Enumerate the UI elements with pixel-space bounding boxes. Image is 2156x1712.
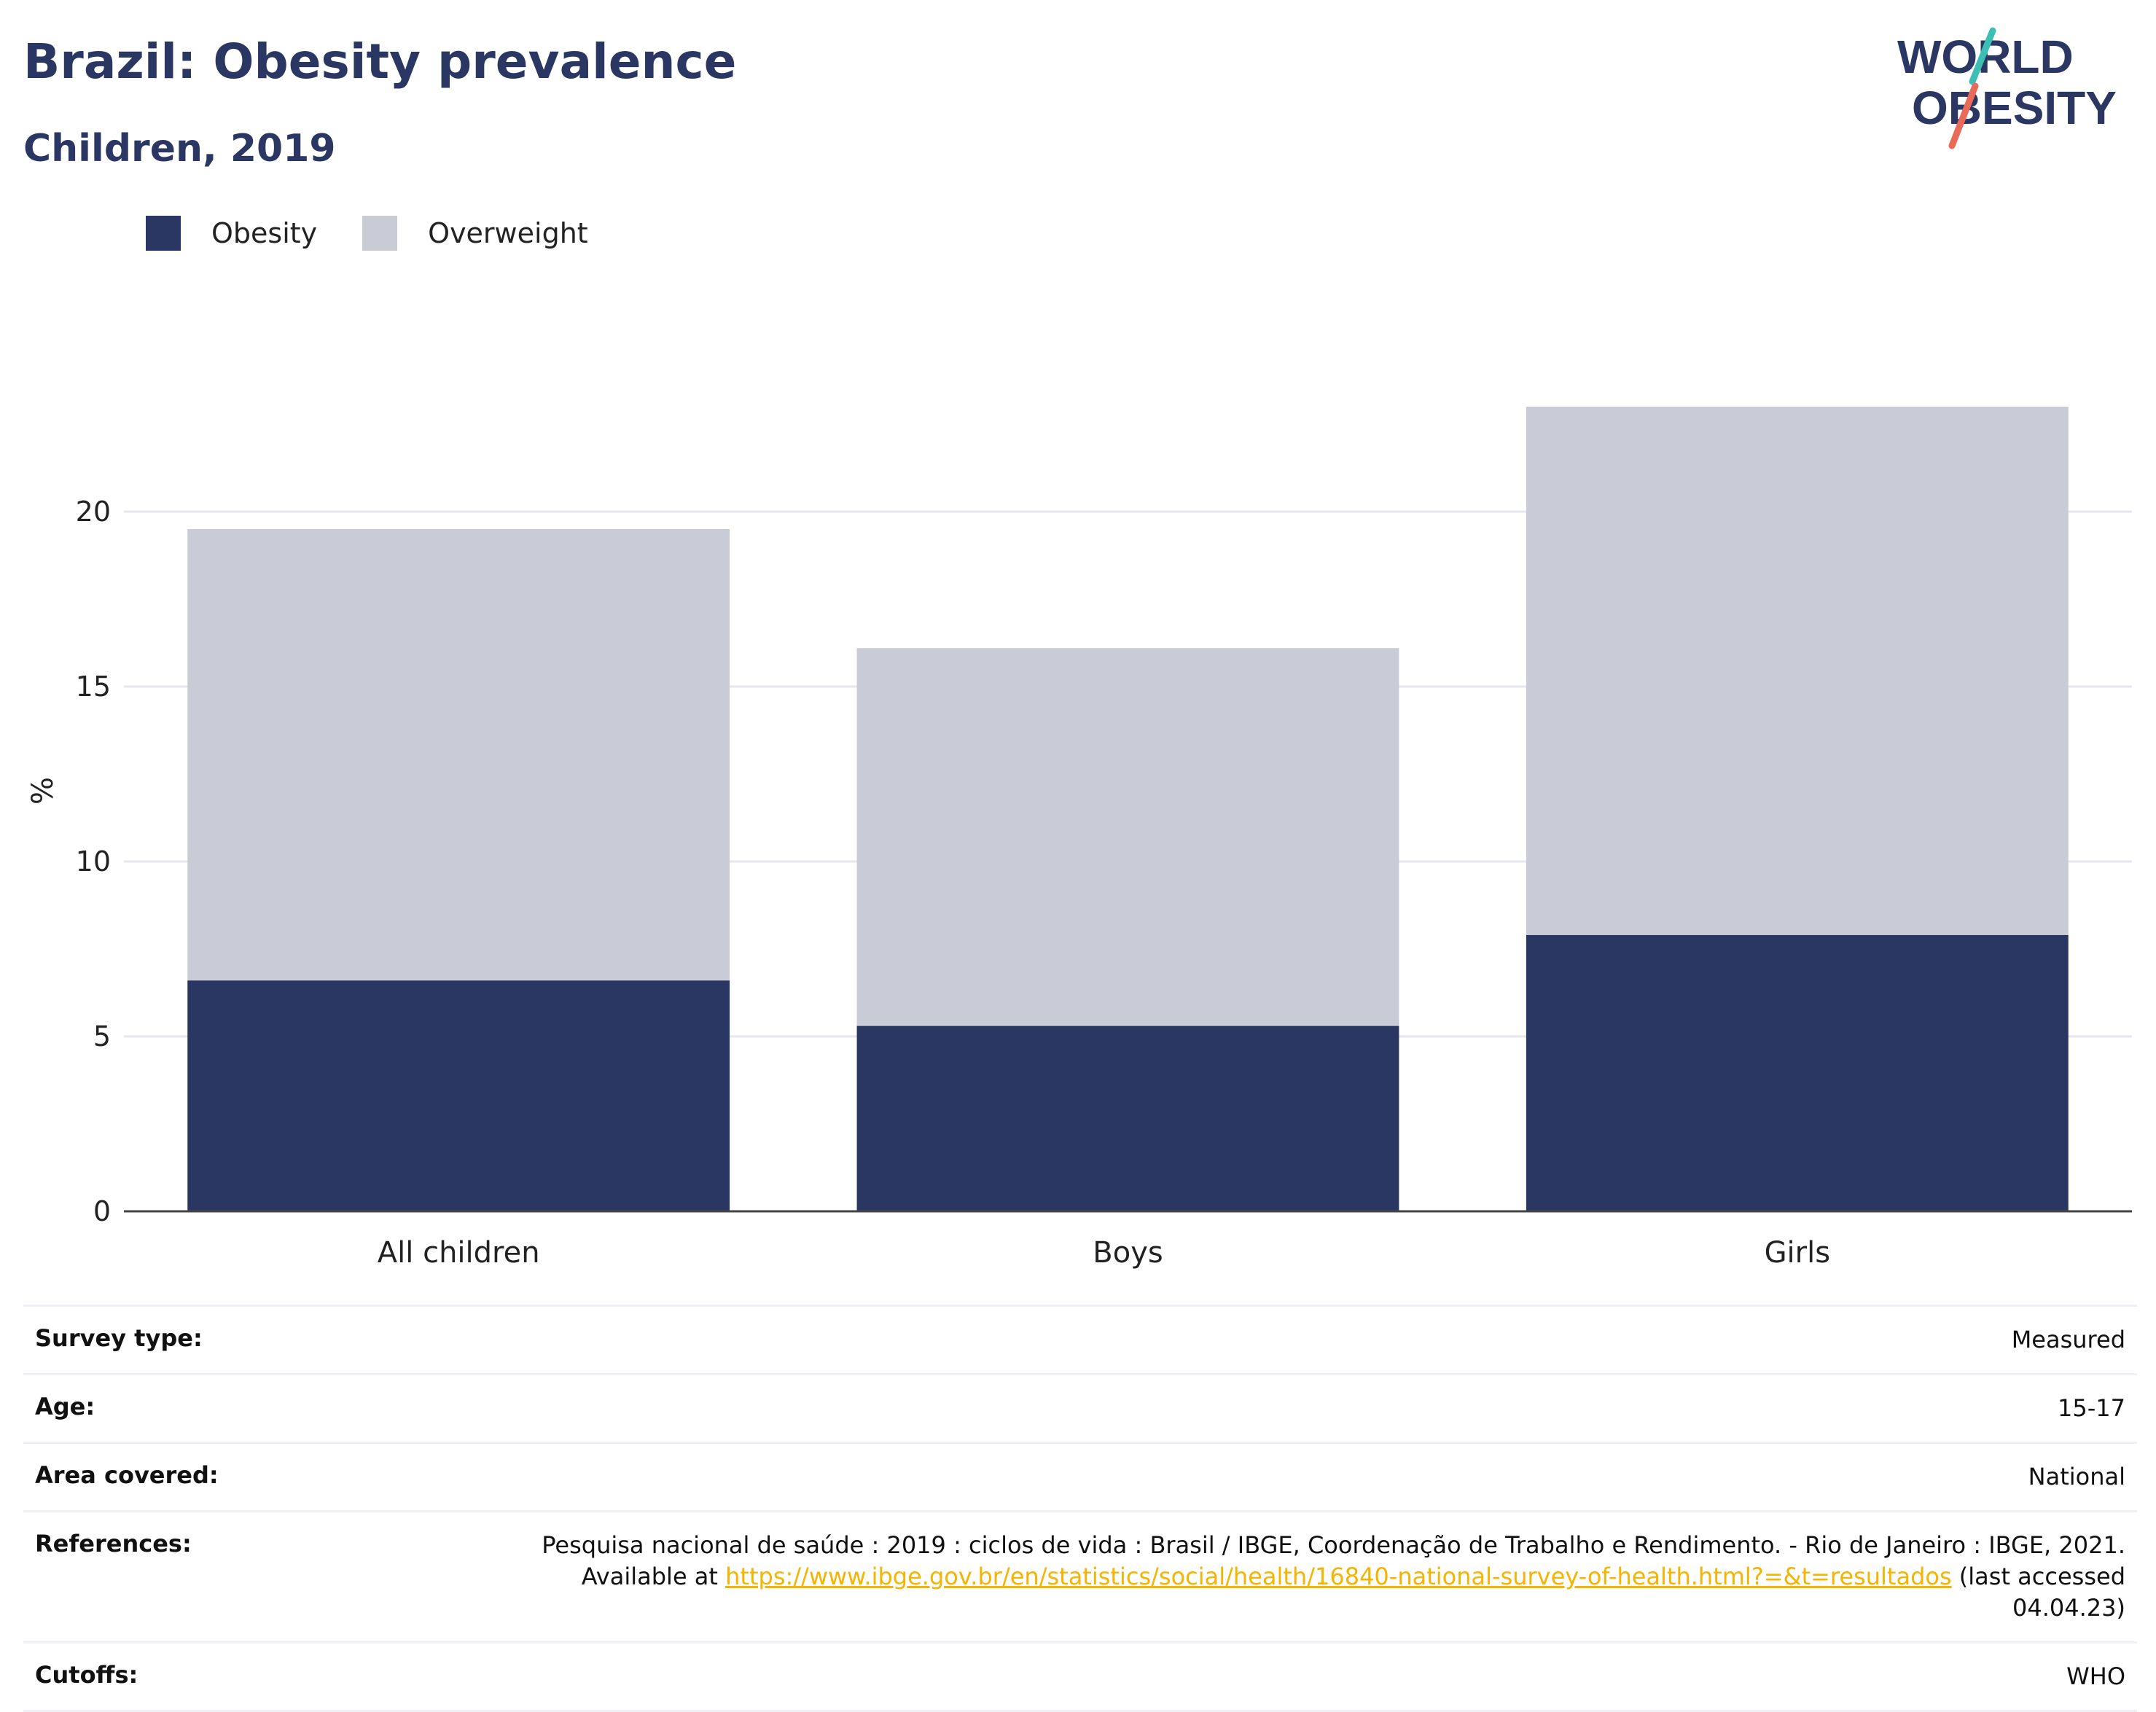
area-value: National bbox=[2028, 1463, 2125, 1490]
legend-item-obesity: Obesity bbox=[146, 216, 317, 251]
age-label: Age: bbox=[35, 1393, 95, 1420]
references-label: References: bbox=[35, 1530, 192, 1557]
y-tick-label-10: 10 bbox=[76, 845, 111, 878]
age-value: 15-17 bbox=[2058, 1394, 2125, 1422]
survey-type-label: Survey type: bbox=[35, 1324, 203, 1352]
logo-teal-slash bbox=[1969, 27, 1996, 85]
y-tick-label-0: 0 bbox=[93, 1195, 111, 1227]
x-tick-label-boys: Boys bbox=[1093, 1236, 1163, 1270]
x-tick-label-girls: Girls bbox=[1765, 1236, 1831, 1270]
info-row-references: References: Pesquisa nacional de saúde :… bbox=[23, 1510, 2137, 1641]
info-row-cutoffs: Cutoffs: WHO bbox=[23, 1641, 2137, 1712]
info-row-age: Age: 15-17 bbox=[23, 1373, 2137, 1442]
references-accessed: (last accessed bbox=[1951, 1563, 2125, 1590]
area-label: Area covered: bbox=[35, 1461, 219, 1489]
page-title: Brazil: Obesity prevalence bbox=[23, 34, 737, 90]
x-tick-label-all-children: All children bbox=[378, 1236, 540, 1270]
legend-swatch-overweight bbox=[362, 216, 398, 251]
references-available-at: Available at bbox=[581, 1563, 726, 1590]
page-subtitle: Children, 2019 bbox=[23, 127, 336, 171]
bar-chart: 0 5 10 15 20% All children Boys Girls bbox=[26, 407, 2132, 1270]
survey-type-value: Measured bbox=[2011, 1326, 2125, 1353]
bar-overweight-boys bbox=[856, 648, 1399, 1026]
references-value: Pesquisa nacional de saúde : 2019 : cicl… bbox=[542, 1530, 2125, 1624]
bar-obesity-boys bbox=[856, 1025, 1399, 1211]
y-axis-label: % bbox=[26, 777, 60, 805]
chart-legend: Obesity Overweight bbox=[146, 216, 633, 251]
bar-obesity-girls bbox=[1526, 934, 2069, 1211]
cutoffs-value: WHO bbox=[2066, 1662, 2125, 1690]
bar-overweight-girls bbox=[1526, 407, 2069, 935]
world-obesity-logo: WORLD OBESITY bbox=[1897, 27, 2117, 149]
references-accessed-date: 04.04.23) bbox=[2012, 1594, 2125, 1622]
bar-obesity-all-children bbox=[187, 980, 730, 1211]
y-tick-label-20: 20 bbox=[76, 496, 111, 528]
info-table: Survey type: Measured Age: 15-17 Area co… bbox=[23, 1305, 2137, 1712]
legend-item-overweight: Overweight bbox=[362, 216, 588, 251]
info-row-area: Area covered: National bbox=[23, 1442, 2137, 1510]
legend-label-overweight: Overweight bbox=[428, 217, 588, 249]
cutoffs-label: Cutoffs: bbox=[35, 1661, 138, 1689]
references-citation: Pesquisa nacional de saúde : 2019 : cicl… bbox=[542, 1531, 2125, 1559]
y-tick-label-15: 15 bbox=[76, 671, 111, 703]
legend-swatch-obesity bbox=[146, 216, 181, 251]
logo-line-2: OBESITY bbox=[1912, 82, 2117, 134]
logo-coral-slash bbox=[1948, 82, 1979, 149]
bar-overweight-all-children bbox=[187, 529, 730, 981]
references-link[interactable]: https://www.ibge.gov.br/en/statistics/so… bbox=[725, 1563, 1952, 1590]
info-row-survey-type: Survey type: Measured bbox=[23, 1305, 2137, 1373]
y-tick-label-5: 5 bbox=[93, 1020, 111, 1052]
legend-label-obesity: Obesity bbox=[211, 217, 318, 249]
